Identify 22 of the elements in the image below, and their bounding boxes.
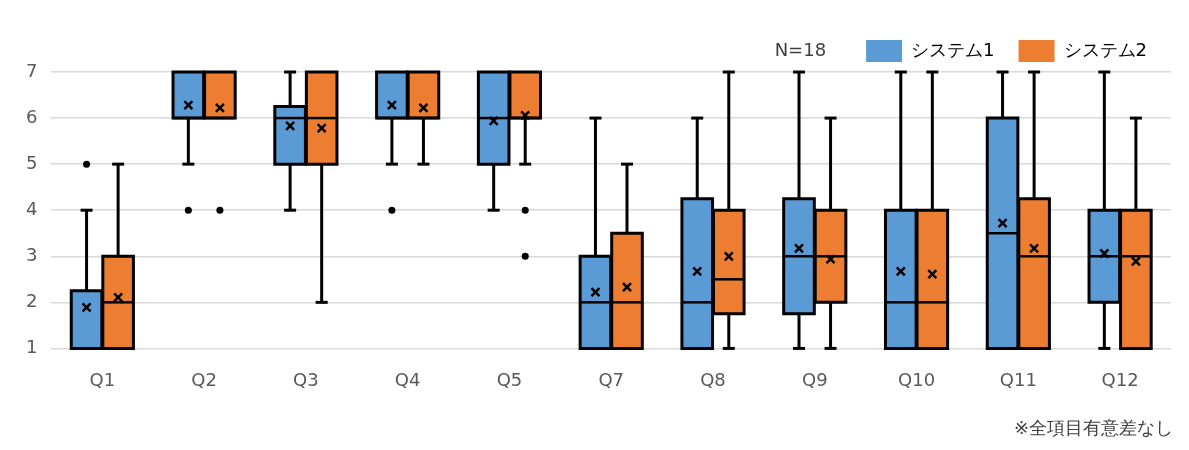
y-tick-label: 1 xyxy=(26,336,38,358)
text: ※全項目有意差なし xyxy=(1013,416,1173,438)
x-tick-label: Q8 xyxy=(700,368,726,390)
x-tick-label: Q11 xyxy=(999,368,1037,390)
y-tick-label: 3 xyxy=(26,243,38,265)
x-tick-label: Q3 xyxy=(293,368,319,390)
y-tick-label: 7 xyxy=(26,59,38,81)
y-tick-label: 5 xyxy=(26,151,38,173)
x-tick-label: Q5 xyxy=(496,368,523,390)
x-tick-label: Q4 xyxy=(394,368,421,390)
x-tick-label: Q12 xyxy=(1101,368,1139,390)
y-tick-label: 2 xyxy=(26,290,38,312)
legend-label: システム1 xyxy=(911,38,995,60)
x-tick-label: Q2 xyxy=(191,368,217,390)
y-tick-label: 6 xyxy=(26,105,38,127)
legend-label: システム2 xyxy=(1063,38,1147,60)
x-tick-label: Q1 xyxy=(89,368,116,390)
text: N=18 xyxy=(774,38,827,60)
x-tick-label: Q7 xyxy=(598,368,625,390)
x-tick-label: Q10 xyxy=(898,368,936,390)
y-tick-label: 4 xyxy=(26,197,38,219)
x-tick-label: Q9 xyxy=(801,368,828,390)
